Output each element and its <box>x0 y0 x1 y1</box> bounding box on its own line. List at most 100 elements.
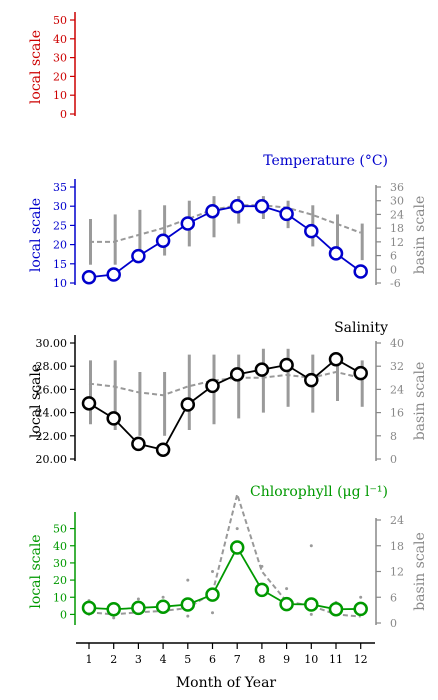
right-tick-label: 12 <box>390 566 404 579</box>
right-axis-label: basin scale <box>412 532 428 611</box>
left-tick-label: 22.00 <box>36 430 68 443</box>
local-mean-point <box>180 597 196 612</box>
local-mean-point <box>353 365 368 381</box>
left-tick-label: 10 <box>53 89 67 102</box>
local-mean-point <box>328 351 344 367</box>
left-tick-label: 30.00 <box>36 337 68 350</box>
right-tick-label: 36 <box>390 181 404 194</box>
local-mean-point <box>155 233 171 249</box>
scatter-point <box>136 597 140 601</box>
right-tick-label: 16 <box>390 407 404 420</box>
right-tick-label: 24 <box>390 208 404 221</box>
right-tick-label: 24 <box>390 383 404 396</box>
panels: 0 10 20 30 40 50 local scale Temperature (°C) 10… <box>28 12 428 630</box>
left-tick-label: 28.00 <box>36 360 68 373</box>
right-axis-label: basin scale <box>412 196 428 275</box>
left-tick-label: 50 <box>53 14 67 27</box>
local-mean-point <box>180 216 196 231</box>
x-tick-label: 2 <box>110 653 117 666</box>
panel-p3: Chlorophyll (μg l⁻¹) 0 10 20 30 40 50 local sca… <box>28 484 428 630</box>
left-tick-label: 24.00 <box>36 407 68 420</box>
x-tick-label: 10 <box>304 653 318 666</box>
local-mean-point <box>106 602 121 617</box>
scatter-point <box>309 612 313 616</box>
panel-p0: 0 10 20 30 40 50 local scale <box>28 12 76 121</box>
x-tick-label: 1 <box>86 653 93 666</box>
basin-mean-line <box>89 204 362 243</box>
left-axis-label: local scale <box>28 198 44 272</box>
local-mean-point <box>279 596 294 612</box>
local-mean-point <box>180 397 196 412</box>
local-mean-point <box>155 599 171 614</box>
right-tick-label: 18 <box>390 222 404 235</box>
local-mean-point <box>131 600 146 616</box>
local-mean-line <box>88 358 362 451</box>
local-mean-point <box>106 411 121 426</box>
local-mean-point <box>254 198 270 214</box>
right-tick-label: 0 <box>390 453 397 466</box>
local-mean-point <box>229 367 245 382</box>
scatter-point <box>211 611 214 615</box>
scatter-point <box>186 614 190 618</box>
local-mean-point <box>254 582 270 598</box>
scatter-point <box>112 616 116 620</box>
local-mean-point <box>279 357 294 373</box>
panel-title: Temperature (°C) <box>263 153 388 169</box>
local-mean-point <box>304 597 319 612</box>
local-mean-line <box>88 205 362 279</box>
local-mean-point <box>81 396 97 411</box>
left-tick-label: 10 <box>53 591 67 604</box>
x-tick-label: 9 <box>283 653 290 666</box>
left-tick-label: 30 <box>53 557 67 570</box>
local-mean-point <box>131 248 146 264</box>
right-tick-label: 6 <box>390 250 397 263</box>
right-tick-label: 0 <box>390 617 397 630</box>
left-axis-label: local scale <box>28 534 44 608</box>
left-tick-label: 30 <box>53 52 67 65</box>
left-tick-label: 20 <box>53 239 67 252</box>
left-tick-label: 20 <box>53 574 67 587</box>
right-tick-label: 8 <box>390 430 397 443</box>
left-tick-label: 26.00 <box>36 383 68 396</box>
local-mean-point <box>205 587 220 602</box>
local-mean-point <box>353 264 368 279</box>
local-mean-point <box>304 223 319 239</box>
local-mean-point <box>155 442 171 457</box>
local-mean-point <box>328 246 344 261</box>
right-tick-label: 40 <box>390 337 404 350</box>
scatter-point <box>235 527 239 531</box>
right-tick-label: 6 <box>390 591 397 604</box>
scatter-point <box>309 544 313 548</box>
left-tick-label: 50 <box>53 523 67 536</box>
local-mean-line <box>88 545 361 611</box>
right-axis-label: basin scale <box>412 362 428 441</box>
x-tick-label: 4 <box>160 653 167 666</box>
scatter-point <box>186 578 190 582</box>
local-mean-point <box>279 206 294 222</box>
local-mean-point <box>229 540 245 555</box>
local-mean-point <box>328 602 344 617</box>
local-mean-point <box>254 362 270 377</box>
panel-p2: Salinity 20.00 22.00 24.00 26.00 28.00 30.00 lo… <box>28 320 428 466</box>
panel-p1: Temperature (°C) 10 15 20 25 30 35 local scale -… <box>28 153 428 290</box>
local-mean-point <box>205 203 220 219</box>
right-tick-label: 12 <box>390 236 404 249</box>
panel-title: Chlorophyll (μg l⁻¹) <box>250 484 388 500</box>
x-tick-label: 6 <box>209 653 216 666</box>
left-tick-label: 30 <box>53 200 67 213</box>
left-tick-label: 25 <box>53 219 67 232</box>
scatter-point <box>211 570 214 573</box>
right-tick-label: 24 <box>390 514 404 527</box>
left-tick-label: 15 <box>53 258 67 271</box>
x-tick-label: 8 <box>258 653 265 666</box>
scatter-point <box>285 587 289 591</box>
left-axis-label: local scale <box>28 30 44 104</box>
local-mean-point <box>131 436 146 452</box>
left-tick-label: 20.00 <box>36 453 68 466</box>
right-tick-label: 32 <box>390 360 404 373</box>
left-tick-label: 35 <box>53 181 67 194</box>
left-tick-label: 20 <box>53 70 67 83</box>
x-tick-label: 12 <box>354 653 368 666</box>
